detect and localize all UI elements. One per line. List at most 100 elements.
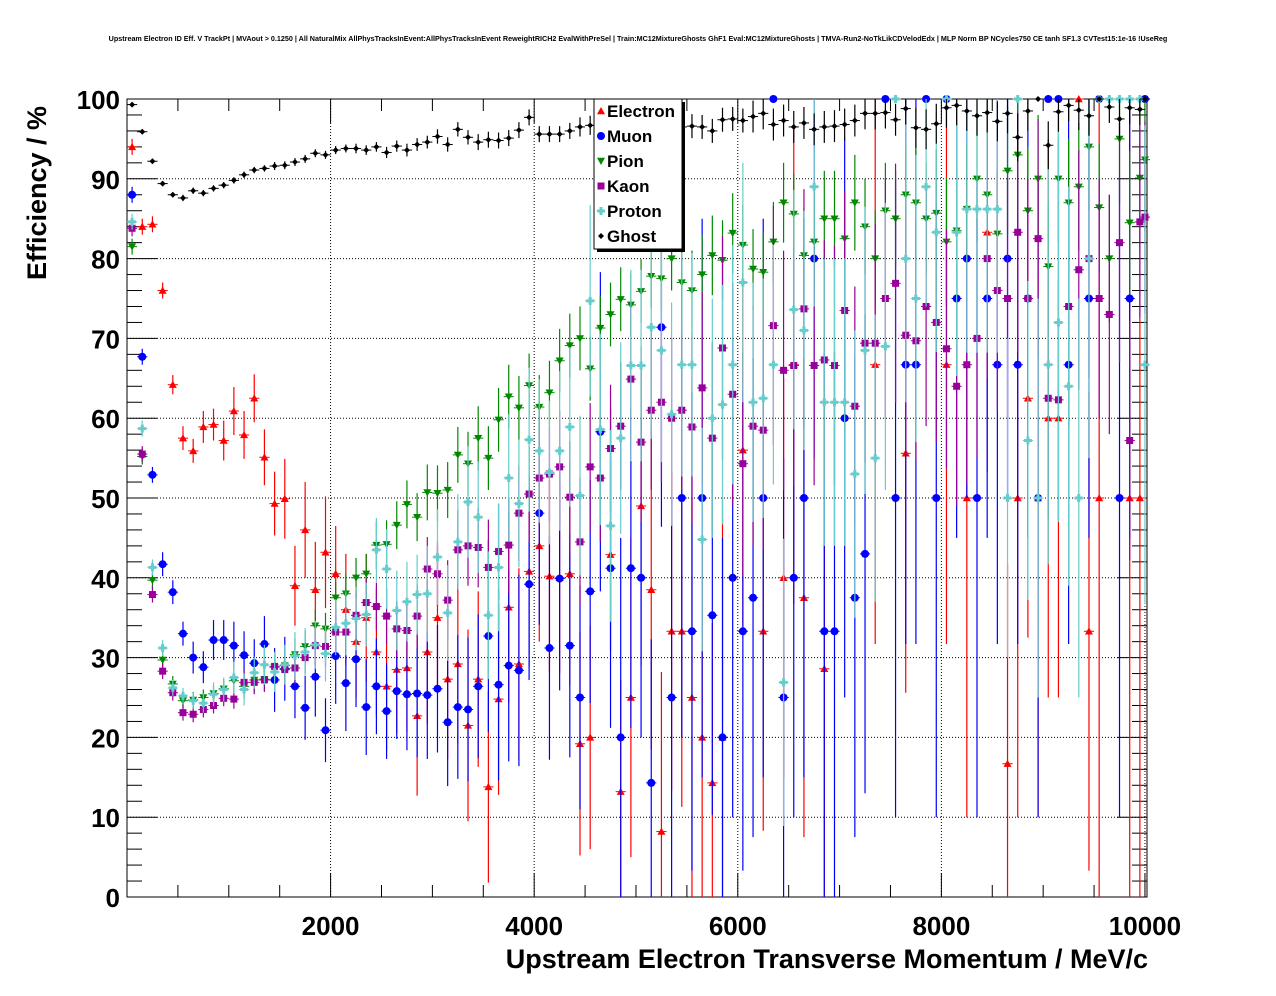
data-point-ghost: [381, 146, 392, 159]
marker-cross: [749, 398, 758, 407]
marker-triangle-up: [189, 446, 198, 455]
marker-cross: [922, 182, 931, 191]
marker-circle: [728, 573, 737, 582]
marker-triangle-down: [158, 656, 167, 664]
data-point-ghost: [1022, 99, 1033, 131]
marker-triangle-down: [433, 490, 442, 498]
data-point-muon: [198, 651, 209, 684]
marker-triangle-down: [362, 570, 371, 578]
y-tick-label: 90: [91, 165, 120, 195]
marker-circle: [474, 682, 483, 691]
data-point-proton: [442, 565, 453, 661]
marker-diamond: [719, 116, 726, 123]
data-point-proton: [656, 238, 667, 463]
marker-cross: [789, 305, 798, 314]
x-tick-label: 8000: [912, 911, 970, 941]
marker-diamond: [984, 109, 991, 116]
data-point-muon: [412, 629, 423, 758]
marker-circle: [423, 691, 432, 700]
marker-circle: [647, 778, 656, 787]
data-point-proton: [188, 692, 199, 709]
data-point-proton: [249, 656, 260, 689]
marker-square: [1116, 239, 1124, 247]
marker-diamond: [587, 122, 594, 129]
data-point-muon: [208, 620, 219, 660]
marker-circle: [178, 629, 187, 638]
data-point-proton: [951, 99, 962, 376]
marker-circle: [464, 705, 473, 714]
data-point-proton: [1139, 125, 1151, 605]
data-point-muon: [462, 637, 474, 782]
marker-cross: [413, 590, 422, 599]
data-point-ghost: [503, 130, 514, 147]
marker-diamond: [1126, 104, 1133, 111]
marker-cross: [402, 597, 411, 606]
data-point-pion: [127, 238, 138, 255]
marker-cross: [1140, 360, 1149, 369]
y-tick-label: 100: [77, 85, 120, 115]
marker-square: [953, 382, 961, 390]
data-point-ghost: [778, 104, 789, 137]
data-point-proton: [452, 494, 463, 590]
data-point-ghost: [1012, 113, 1023, 162]
data-point-muon: [625, 408, 636, 728]
marker-circle: [799, 494, 808, 502]
marker-diamond: [444, 141, 451, 148]
marker-square: [810, 362, 818, 370]
marker-diamond: [770, 121, 777, 128]
marker-diamond: [1136, 106, 1143, 113]
marker-circle: [240, 651, 249, 660]
data-point-pion: [849, 154, 860, 251]
marker-cross: [372, 545, 381, 554]
marker-triangle-down: [749, 265, 758, 273]
marker-triangle-down: [392, 521, 401, 530]
marker-diamond: [169, 191, 176, 198]
data-point-pion: [513, 375, 525, 440]
data-point-electron: [279, 458, 290, 539]
marker-diamond: [709, 127, 716, 134]
marker-triangle-down: [596, 324, 605, 333]
data-point-proton: [910, 154, 922, 443]
y-tick-label: 20: [91, 723, 120, 753]
marker-circle: [453, 703, 462, 712]
marker-cross: [667, 410, 676, 419]
marker-cross: [128, 217, 137, 226]
data-point-ghost: [1134, 99, 1145, 126]
data-point-pion: [442, 462, 453, 518]
marker-cross: [1034, 494, 1043, 502]
marker-cross: [586, 296, 595, 305]
marker-diamond: [373, 143, 380, 150]
data-point-proton: [1053, 122, 1064, 522]
marker-diamond: [261, 165, 268, 172]
marker-circle: [749, 593, 758, 602]
data-point-pion: [473, 406, 484, 471]
marker-diamond: [1065, 102, 1072, 109]
marker-diamond: [1014, 134, 1021, 141]
data-point-ghost: [167, 191, 178, 198]
marker-diamond: [291, 159, 298, 166]
y-tick-label: 50: [91, 484, 120, 514]
marker-square: [372, 603, 380, 611]
data-point-ghost: [371, 142, 382, 152]
data-point-proton: [493, 503, 504, 632]
marker-diamond: [739, 117, 746, 124]
marker-triangle-up: [128, 142, 137, 151]
marker-cross: [952, 228, 961, 237]
marker-cross: [728, 360, 737, 369]
data-point-pion: [493, 387, 504, 452]
data-point-proton: [605, 430, 616, 622]
marker-square: [739, 460, 747, 468]
marker-circle: [158, 560, 167, 569]
data-point-proton: [880, 202, 891, 491]
data-point-ghost: [137, 128, 148, 135]
data-point-proton: [1073, 298, 1084, 698]
marker-triangle-down: [667, 255, 676, 263]
data-point-proton: [635, 269, 647, 462]
marker-triangle-up: [1084, 627, 1093, 635]
data-point-ghost: [1053, 99, 1064, 132]
marker-diamond: [963, 107, 970, 114]
marker-cross: [718, 400, 727, 409]
marker-cross: [738, 278, 747, 287]
marker-square: [1136, 218, 1144, 226]
marker-diamond: [831, 123, 838, 130]
